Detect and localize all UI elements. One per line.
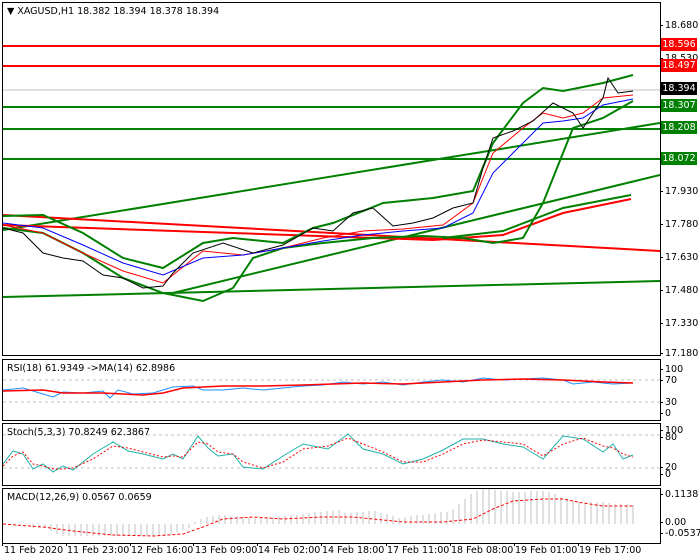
macd-axis: 0.1138 0.00 -0.0537 bbox=[660, 487, 700, 543]
resistance-tag: 18.596 bbox=[661, 38, 697, 51]
rsi-level: 0 bbox=[660, 408, 671, 419]
price-chart-canvas bbox=[3, 45, 660, 303]
time-label: 14 Feb 02:00 bbox=[258, 545, 321, 556]
stochastic-axis: 100 80 20 0 bbox=[660, 422, 700, 485]
stoch-level: 0 bbox=[660, 469, 671, 480]
support-tag: 18.072 bbox=[661, 152, 697, 165]
stoch-level: 80 bbox=[660, 432, 677, 443]
time-label: 14 Feb 18:00 bbox=[322, 545, 385, 556]
rsi-level: 100 bbox=[660, 364, 683, 375]
price-tick: 17.330 bbox=[660, 318, 698, 329]
symbol-label: XAGUSD,H1 bbox=[17, 6, 75, 17]
time-label: 19 Feb 01:00 bbox=[515, 545, 578, 556]
price-chart-pane[interactable]: ▼ XAGUSD,H1 18.382 18.394 18.378 18.394 bbox=[2, 2, 661, 356]
time-label: 11 Feb 2020 bbox=[4, 545, 64, 556]
time-label: 18 Feb 08:00 bbox=[451, 545, 514, 556]
price-tick: 17.180 bbox=[660, 348, 698, 359]
rsi-level: 70 bbox=[660, 375, 677, 386]
rsi-label: RSI(18) 61.9349 ->MA(14) 62.8986 bbox=[7, 363, 176, 374]
ohlc-values: 18.382 18.394 18.378 18.394 bbox=[77, 6, 220, 17]
stochastic-canvas bbox=[3, 433, 660, 473]
rsi-axis: 100 70 30 0 bbox=[660, 358, 700, 420]
stochastic-pane[interactable]: Stoch(5,3,3) 70.8249 62.3867 bbox=[2, 423, 661, 486]
macd-canvas bbox=[3, 489, 634, 537]
support-tag: 18.208 bbox=[661, 121, 697, 134]
time-label: 19 Feb 17:00 bbox=[579, 545, 642, 556]
resistance-tag: 18.497 bbox=[661, 59, 697, 72]
rsi-canvas bbox=[3, 377, 660, 403]
macd-label: MACD(12,26,9) 0.0567 0.0659 bbox=[7, 492, 152, 503]
price-tick: 17.930 bbox=[660, 186, 698, 197]
support-tag: 18.307 bbox=[661, 99, 697, 112]
macd-pane[interactable]: MACD(12,26,9) 0.0567 0.0659 bbox=[2, 488, 661, 544]
triangle-down-icon[interactable]: ▼ bbox=[7, 6, 15, 17]
rsi-pane[interactable]: RSI(18) 61.9349 ->MA(14) 62.8986 bbox=[2, 359, 661, 421]
price-tick: 18.680 bbox=[660, 20, 698, 31]
price-tick: 17.780 bbox=[660, 219, 698, 230]
stochastic-label: Stoch(5,3,3) 70.8249 62.3867 bbox=[7, 427, 151, 438]
time-label: 17 Feb 11:00 bbox=[387, 545, 450, 556]
macd-level: -0.0537 bbox=[660, 528, 700, 539]
macd-level: 0.1138 bbox=[660, 489, 698, 500]
stoch-level: 100 bbox=[660, 425, 683, 436]
price-tick: 17.630 bbox=[660, 252, 698, 263]
rsi-level: 30 bbox=[660, 397, 677, 408]
time-label: 13 Feb 09:00 bbox=[195, 545, 258, 556]
time-label: 11 Feb 23:00 bbox=[67, 545, 130, 556]
chart-title: ▼ XAGUSD,H1 18.382 18.394 18.378 18.394 bbox=[7, 6, 219, 17]
macd-level: 0.00 bbox=[660, 517, 686, 528]
price-axis[interactable]: 18.680 18.530 17.930 17.780 17.630 17.48… bbox=[660, 0, 700, 359]
current-price-tag: 18.394 bbox=[661, 82, 697, 95]
stoch-level: 20 bbox=[660, 462, 677, 473]
time-label: 12 Feb 16:00 bbox=[131, 545, 194, 556]
price-tick: 17.480 bbox=[660, 285, 698, 296]
price-tick: 18.530 bbox=[660, 53, 698, 64]
